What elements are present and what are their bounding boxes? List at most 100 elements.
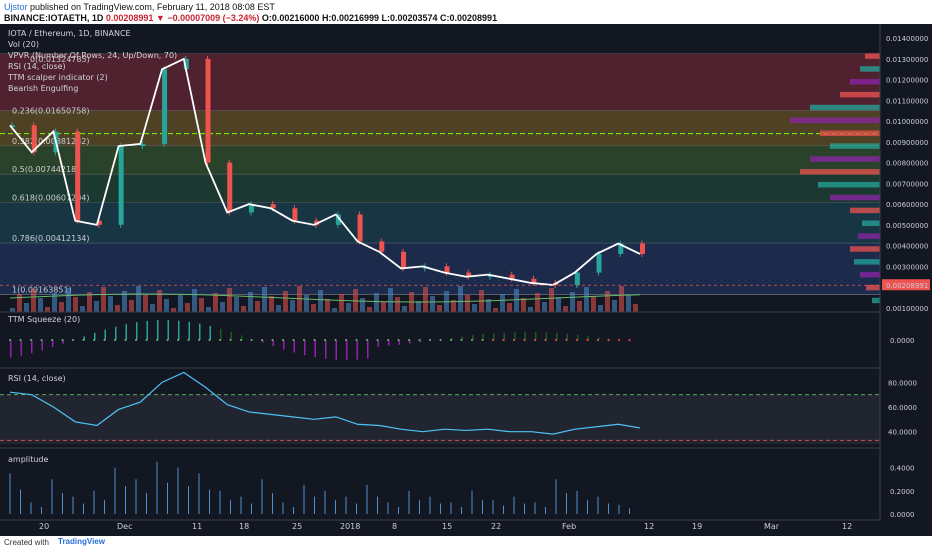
x-tick: 11 [192,522,202,531]
squeeze-bar [356,340,358,360]
rsi-band [0,394,880,444]
squeeze-dot [250,339,253,341]
squeeze-dot [61,339,64,341]
x-tick: 8 [392,522,397,531]
squeeze-dot [124,339,127,341]
candle [183,58,189,70]
x-tick: 25 [292,522,302,531]
fib-label: 0.382(0.00881232) [12,137,90,146]
candle [248,204,254,213]
volume-bar [381,302,386,312]
squeeze-dot [271,339,274,341]
volume-bar [248,292,253,312]
squeeze-dot [40,339,43,341]
squeeze-dot [198,339,200,341]
volume-profile-bar [865,53,880,59]
volume-profile-bar [854,259,880,265]
squeeze-dot [555,339,557,341]
volume-profile-bar [818,181,880,188]
author-link[interactable]: Ujstor [4,2,28,12]
price-tick: 0.00800000 [886,160,928,168]
candle [509,274,515,279]
squeeze-bar [335,340,337,360]
candle [379,241,385,252]
volume-profile [790,53,880,304]
squeeze-bar [472,335,474,340]
fib-band [0,174,880,203]
squeeze-dot [19,339,22,341]
squeeze-dot [576,339,578,341]
chart-canvas[interactable]: 0(0.01324785) 0.236(0.01650758) 0.382(0.00… [0,24,932,536]
x-tick: 15 [442,522,452,531]
volume-bar [395,297,400,312]
volume-bar [115,305,120,312]
volume-bar [318,290,323,312]
squeeze-dot [261,339,263,341]
rsi-tick: 40.0000 [888,429,917,437]
volume-bar [549,288,554,312]
candle [466,272,472,277]
volume-bar [612,300,617,312]
symbol-info: BINANCE:IOTAETH, 1D 0.00208991 ▼ −0.0000… [4,13,497,23]
volume-bar [521,298,526,312]
price-tick: 0.01200000 [886,77,928,85]
volume-profile-bar [866,284,880,291]
squeeze-dot [135,339,137,341]
price-tick: 0.00500000 [886,222,928,230]
candle [162,69,168,144]
squeeze-bar [62,340,64,344]
squeeze-dot [471,339,473,341]
fib-retracement: 0(0.01324785) 0.236(0.01650758) 0.382(0.00… [0,53,880,295]
squeeze-bar [461,336,463,340]
squeeze-dot [156,339,158,341]
x-tick: 12 [644,522,654,531]
squeeze-dot [9,339,11,341]
tradingview-logo[interactable]: TradingView [58,537,105,546]
x-tick: Mar [764,522,780,531]
squeeze-dot [72,339,74,341]
squeeze-bar [125,324,127,340]
squeeze-dot [292,339,295,341]
squeeze-dot [145,339,148,341]
volume-profile-bar [810,156,880,162]
candle [335,214,341,225]
volume-bar [227,288,232,312]
volume-bar [402,306,407,312]
squeeze-dot [303,339,305,341]
legend-item: Bearish Engulfing [8,84,78,93]
squeeze-bar [157,320,159,340]
volume-bar [339,294,344,312]
volume-bar [451,300,456,312]
squeeze-dot [177,339,179,341]
squeeze-bar [136,322,138,340]
squeeze-bar [52,340,54,348]
volume-bar [633,304,638,312]
indicator-panels: 0.0000 80.0000 60.0000 40.0000 0.4000 0.2000 0… [0,311,917,521]
squeeze-bar [398,340,400,345]
last-price-badge [882,279,930,291]
squeeze-bar [409,340,411,344]
squeeze-bar [524,332,526,340]
volume-bar [346,303,351,312]
volume-bar [213,293,218,312]
volume-profile-bar [872,297,880,304]
candle [118,146,124,225]
chart-area[interactable]: 0(0.01324785) 0.236(0.01650758) 0.382(0.00… [0,24,932,536]
volume-bar [304,295,309,312]
squeeze-dot [607,339,610,341]
fib-band [0,202,880,244]
volume-profile-bar [790,117,880,124]
squeeze-dot [397,339,400,341]
rsi-tick: 80.0000 [888,379,917,387]
candle [640,243,645,254]
squeeze-bar [566,333,568,340]
volume-bar [73,297,78,312]
rsi-tick: 60.0000 [888,404,917,412]
squeeze-dot [481,339,484,341]
squeeze-dot [460,339,463,341]
x-tick: 2018 [340,522,360,531]
squeeze-bar [293,340,295,353]
x-tick: 22 [491,522,501,531]
candle [10,125,15,128]
volume-bar [206,307,211,312]
